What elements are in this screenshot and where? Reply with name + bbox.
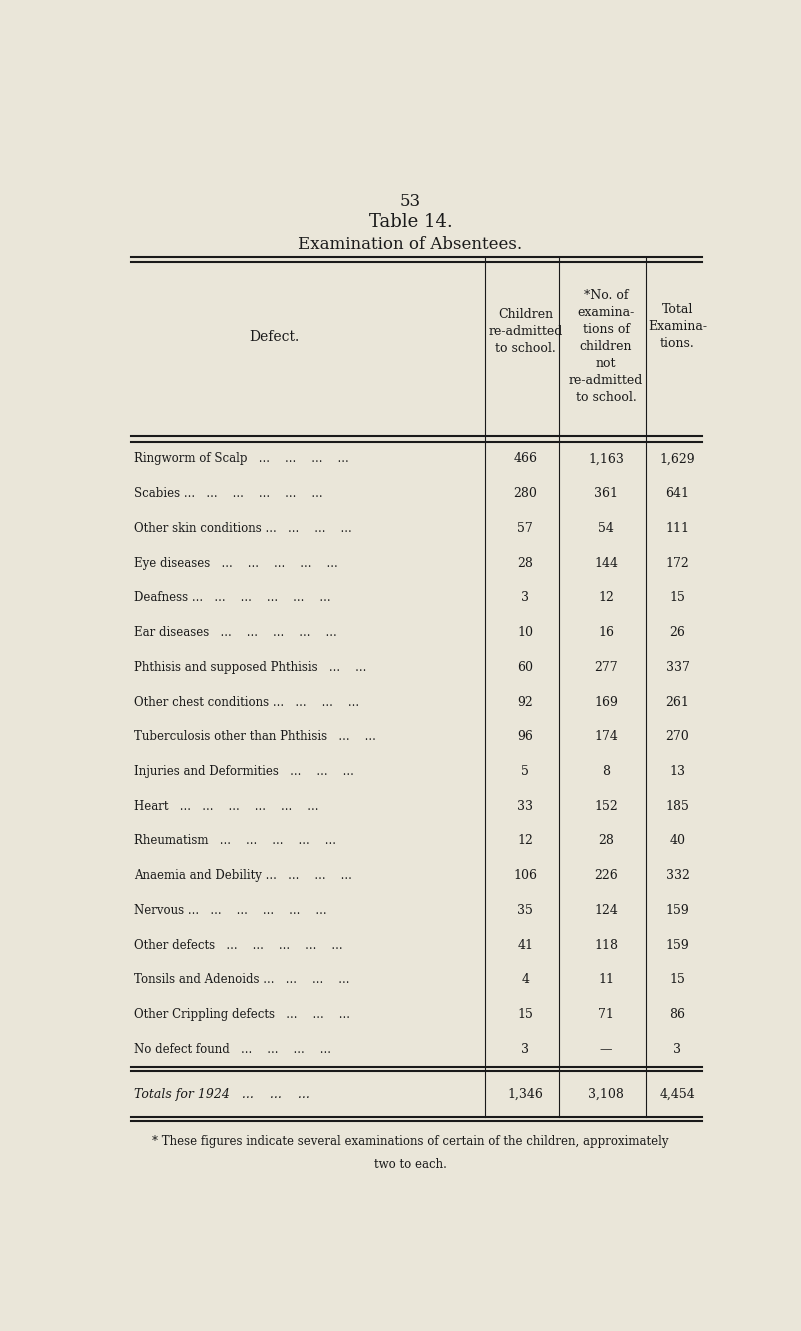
Text: 261: 261 [666, 696, 690, 708]
Text: 96: 96 [517, 731, 533, 743]
Text: 5: 5 [521, 765, 529, 779]
Text: Scabies ...   ...    ...    ...    ...    ...: Scabies ... ... ... ... ... ... [135, 487, 323, 500]
Text: 71: 71 [598, 1008, 614, 1021]
Text: 361: 361 [594, 487, 618, 500]
Text: 8: 8 [602, 765, 610, 779]
Text: *No. of
examina-
tions of
children
not
re-admitted
to school.: *No. of examina- tions of children not r… [569, 289, 643, 405]
Text: 92: 92 [517, 696, 533, 708]
Text: 15: 15 [670, 591, 686, 604]
Text: 26: 26 [670, 626, 686, 639]
Text: Other Crippling defects   ...    ...    ...: Other Crippling defects ... ... ... [135, 1008, 350, 1021]
Text: 172: 172 [666, 556, 690, 570]
Text: 35: 35 [517, 904, 533, 917]
Text: 118: 118 [594, 938, 618, 952]
Text: 466: 466 [513, 453, 537, 466]
Text: 3,108: 3,108 [588, 1087, 624, 1101]
Text: 124: 124 [594, 904, 618, 917]
Text: Total
Examina-
tions.: Total Examina- tions. [648, 302, 707, 350]
Text: 40: 40 [670, 835, 686, 848]
Text: Other chest conditions ...   ...    ...    ...: Other chest conditions ... ... ... ... [135, 696, 360, 708]
Text: Ear diseases   ...    ...    ...    ...    ...: Ear diseases ... ... ... ... ... [135, 626, 337, 639]
Text: Tonsils and Adenoids ...   ...    ...    ...: Tonsils and Adenoids ... ... ... ... [135, 973, 350, 986]
Text: 3: 3 [521, 591, 529, 604]
Text: 337: 337 [666, 660, 690, 673]
Text: 60: 60 [517, 660, 533, 673]
Text: 15: 15 [517, 1008, 533, 1021]
Text: Tuberculosis other than Phthisis   ...    ...: Tuberculosis other than Phthisis ... ... [135, 731, 376, 743]
Text: 12: 12 [517, 835, 533, 848]
Text: 152: 152 [594, 800, 618, 813]
Text: 169: 169 [594, 696, 618, 708]
Text: Other defects   ...    ...    ...    ...    ...: Other defects ... ... ... ... ... [135, 938, 343, 952]
Text: Rheumatism   ...    ...    ...    ...    ...: Rheumatism ... ... ... ... ... [135, 835, 336, 848]
Text: 185: 185 [666, 800, 690, 813]
Text: 41: 41 [517, 938, 533, 952]
Text: 3: 3 [674, 1044, 682, 1055]
Text: Eye diseases   ...    ...    ...    ...    ...: Eye diseases ... ... ... ... ... [135, 556, 338, 570]
Text: 226: 226 [594, 869, 618, 882]
Text: Totals for 1924   ...    ...    ...: Totals for 1924 ... ... ... [135, 1087, 310, 1101]
Text: 13: 13 [670, 765, 686, 779]
Text: 16: 16 [598, 626, 614, 639]
Text: 11: 11 [598, 973, 614, 986]
Text: 28: 28 [598, 835, 614, 848]
Text: 332: 332 [666, 869, 690, 882]
Text: 159: 159 [666, 904, 690, 917]
Text: 106: 106 [513, 869, 537, 882]
Text: 4: 4 [521, 973, 529, 986]
Text: Heart   ...   ...    ...    ...    ...    ...: Heart ... ... ... ... ... ... [135, 800, 319, 813]
Text: 33: 33 [517, 800, 533, 813]
Text: Ringworm of Scalp   ...    ...    ...    ...: Ringworm of Scalp ... ... ... ... [135, 453, 349, 466]
Text: Nervous ...   ...    ...    ...    ...    ...: Nervous ... ... ... ... ... ... [135, 904, 327, 917]
Text: Examination of Absentees.: Examination of Absentees. [299, 236, 522, 253]
Text: 280: 280 [513, 487, 537, 500]
Text: No defect found   ...    ...    ...    ...: No defect found ... ... ... ... [135, 1044, 332, 1055]
Text: 3: 3 [521, 1044, 529, 1055]
Text: 641: 641 [666, 487, 690, 500]
Text: Defect.: Defect. [249, 330, 299, 343]
Text: two to each.: two to each. [374, 1158, 447, 1171]
Text: 4,454: 4,454 [659, 1087, 695, 1101]
Text: —: — [600, 1044, 612, 1055]
Text: 54: 54 [598, 522, 614, 535]
Text: 144: 144 [594, 556, 618, 570]
Text: 1,163: 1,163 [588, 453, 624, 466]
Text: Table 14.: Table 14. [368, 213, 453, 232]
Text: 277: 277 [594, 660, 618, 673]
Text: 28: 28 [517, 556, 533, 570]
Text: * These figures indicate several examinations of certain of the children, approx: * These figures indicate several examina… [152, 1135, 669, 1149]
Text: 53: 53 [400, 193, 421, 209]
Text: 111: 111 [666, 522, 690, 535]
Text: 1,346: 1,346 [507, 1087, 543, 1101]
Text: 12: 12 [598, 591, 614, 604]
Text: 57: 57 [517, 522, 533, 535]
Text: 86: 86 [670, 1008, 686, 1021]
Text: 270: 270 [666, 731, 690, 743]
Text: Other skin conditions ...   ...    ...    ...: Other skin conditions ... ... ... ... [135, 522, 352, 535]
Text: Anaemia and Debility ...   ...    ...    ...: Anaemia and Debility ... ... ... ... [135, 869, 352, 882]
Text: 1,629: 1,629 [660, 453, 695, 466]
Text: Injuries and Deformities   ...    ...    ...: Injuries and Deformities ... ... ... [135, 765, 354, 779]
Text: Phthisis and supposed Phthisis   ...    ...: Phthisis and supposed Phthisis ... ... [135, 660, 367, 673]
Text: 159: 159 [666, 938, 690, 952]
Text: Children
re-admitted
to school.: Children re-admitted to school. [488, 307, 562, 355]
Text: Deafness ...   ...    ...    ...    ...    ...: Deafness ... ... ... ... ... ... [135, 591, 331, 604]
Text: 10: 10 [517, 626, 533, 639]
Text: 174: 174 [594, 731, 618, 743]
Text: 15: 15 [670, 973, 686, 986]
